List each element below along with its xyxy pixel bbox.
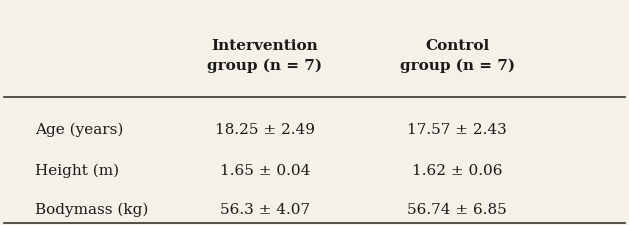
Text: Bodymass (kg): Bodymass (kg) — [35, 203, 148, 217]
Text: Control
group (n = 7): Control group (n = 7) — [399, 39, 515, 73]
Text: 18.25 ± 2.49: 18.25 ± 2.49 — [215, 123, 315, 137]
Text: 56.74 ± 6.85: 56.74 ± 6.85 — [408, 203, 507, 217]
Text: 1.65 ± 0.04: 1.65 ± 0.04 — [220, 164, 310, 178]
Text: 56.3 ± 4.07: 56.3 ± 4.07 — [220, 203, 310, 217]
Text: 17.57 ± 2.43: 17.57 ± 2.43 — [408, 123, 507, 137]
Text: Age (years): Age (years) — [35, 123, 123, 137]
Text: Intervention
group (n = 7): Intervention group (n = 7) — [208, 39, 323, 73]
Text: 1.62 ± 0.06: 1.62 ± 0.06 — [412, 164, 503, 178]
Text: Height (m): Height (m) — [35, 164, 120, 178]
